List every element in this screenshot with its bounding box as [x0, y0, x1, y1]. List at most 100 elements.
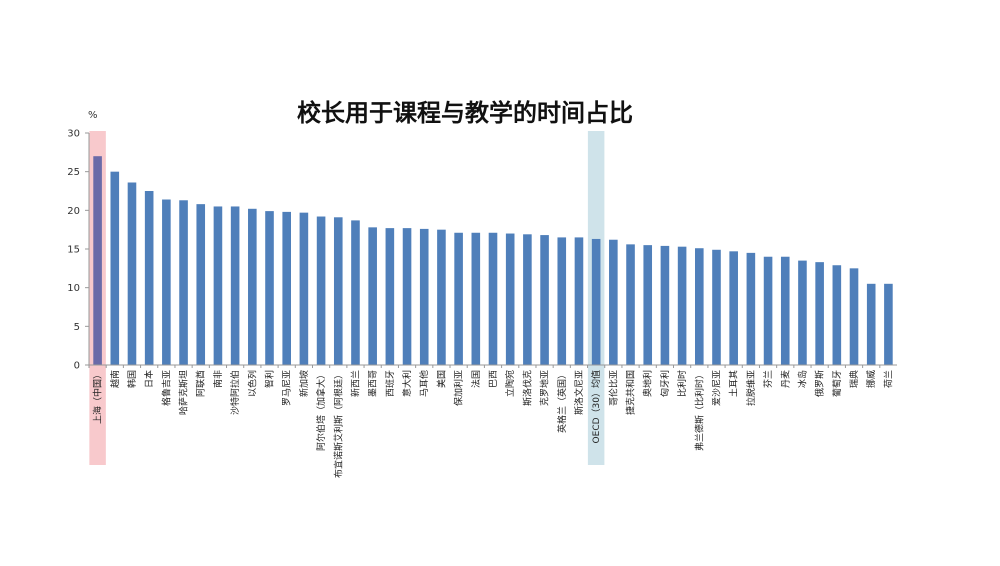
bar-40: [763, 256, 773, 365]
x-tick-label: 马耳他: [418, 370, 430, 397]
bar-16: [351, 220, 360, 365]
bar-15: [333, 217, 343, 365]
x-tick-label: 罗马尼亚: [282, 370, 293, 406]
bars: [93, 156, 893, 365]
bar-19: [402, 228, 412, 365]
bar-43: [815, 262, 824, 365]
bar-47: [884, 283, 893, 365]
bar-1: [93, 156, 102, 365]
y-tick-label: 20: [67, 206, 80, 217]
bar-39: [746, 252, 756, 365]
x-tick-label: 瑞典: [848, 370, 860, 388]
bar-35: [677, 246, 687, 365]
x-tick-label: 立陶宛: [504, 370, 516, 397]
x-tick-label: 格鲁吉亚: [160, 370, 172, 406]
bar-2: [110, 171, 120, 365]
x-tick-label: 新西兰: [349, 370, 361, 397]
x-tick-label: 阿联酋: [195, 370, 207, 397]
bar-30: [591, 238, 601, 365]
y-tick-label: 15: [67, 245, 80, 256]
x-tick-label: 奥地利: [642, 370, 654, 397]
x-tick-label: 保加利亚: [453, 370, 465, 406]
x-tick-label: 匈牙利: [659, 370, 671, 397]
bar-22: [454, 232, 463, 365]
bar-12: [282, 211, 291, 365]
x-tick-label: 意大利: [401, 370, 413, 397]
bar-11: [265, 211, 274, 365]
x-tick-label: 上海（中国）: [92, 370, 104, 424]
x-tick-label: 拉脱维亚: [745, 370, 757, 406]
x-tick-label: 新加坡: [298, 370, 310, 397]
x-tick-label: 西班牙: [384, 370, 396, 397]
x-tick-label: 美国: [435, 370, 447, 388]
bar-44: [832, 265, 842, 365]
y-axis-unit-label: %: [88, 110, 98, 121]
y-axis-ticks: 0 5 10 15 20 25 30: [67, 129, 89, 372]
bar-18: [385, 228, 395, 365]
x-tick-label: 比利时: [676, 370, 688, 397]
bar-41: [780, 256, 790, 365]
x-tick-label: 法国: [470, 370, 482, 388]
x-tick-label: 爱沙尼亚: [711, 370, 722, 406]
bar-14: [316, 216, 326, 365]
bar-45: [849, 268, 859, 365]
bar-8: [213, 206, 223, 365]
x-tick-label: 阿尔伯塔（加拿大）: [315, 370, 327, 451]
bar-24: [488, 232, 498, 365]
y-tick-label: 0: [74, 361, 80, 372]
x-tick-label: 土耳其: [728, 370, 740, 397]
x-tick-label: 南非: [212, 370, 224, 388]
bar-17: [368, 227, 377, 365]
chart-title: 校长用于课程与教学的时间占比: [297, 99, 633, 127]
bar-36: [695, 248, 704, 365]
x-tick-label: 冰岛: [796, 370, 808, 388]
bar-37: [712, 249, 721, 365]
bar-4: [144, 191, 154, 365]
x-tick-label: 韩国: [126, 370, 138, 388]
bar-25: [505, 233, 515, 365]
bar-7: [196, 204, 206, 365]
bar-29: [574, 237, 584, 365]
bar-13: [299, 212, 309, 365]
x-tick-label: 斯洛文尼亚: [573, 370, 585, 415]
bar-20: [419, 228, 429, 365]
y-tick-label: 5: [74, 322, 80, 333]
x-tick-label: 日本: [143, 370, 155, 388]
x-tick-label: 以色列: [246, 370, 258, 397]
x-tick-label: 巴西: [488, 370, 499, 388]
bar-31: [609, 239, 618, 365]
y-tick-label: 30: [67, 129, 80, 140]
bar-34: [660, 245, 670, 365]
x-tick-label: 布宜诺斯艾利斯（阿根廷）: [332, 370, 344, 478]
bar-42: [798, 260, 807, 365]
x-tick-label: 墨西哥: [368, 370, 379, 397]
bar-28: [557, 237, 567, 365]
x-tick-label: 斯洛伐克: [521, 370, 533, 406]
bar-32: [626, 244, 635, 365]
x-tick-label: 荷兰: [882, 370, 894, 388]
x-tick-label: 芬兰: [762, 370, 774, 388]
x-tick-label: 丹麦: [779, 370, 791, 388]
bar-46: [866, 283, 876, 365]
y-tick-label: 25: [67, 167, 80, 178]
x-tick-label: 越南: [109, 370, 121, 388]
bar-6: [179, 200, 188, 365]
bar-27: [540, 235, 549, 365]
bar-21: [437, 229, 446, 365]
x-tick-label: 哥伦比亚: [607, 370, 619, 406]
x-axis-labels: 上海（中国） 越南 韩国 日本 格鲁吉亚 哈萨克斯坦 阿联酋 南非 沙特阿拉伯 以色列 智利 罗马尼亚…: [88, 365, 894, 478]
x-tick-label: 英格兰（英国）: [556, 370, 568, 433]
x-tick-label: 弗兰德斯（比利时）: [693, 370, 705, 451]
bar-9: [230, 206, 240, 365]
bar-10: [248, 208, 257, 365]
x-tick-label: OECD（30）均值: [590, 370, 602, 443]
bar-26: [523, 234, 532, 365]
bar-3: [127, 182, 137, 365]
x-tick-label: 哈萨克斯坦: [178, 370, 190, 415]
y-tick-label: 10: [67, 283, 80, 294]
x-tick-label: 俄罗斯: [814, 370, 826, 397]
x-tick-label: 克罗地亚: [539, 370, 551, 406]
bar-38: [729, 251, 738, 365]
